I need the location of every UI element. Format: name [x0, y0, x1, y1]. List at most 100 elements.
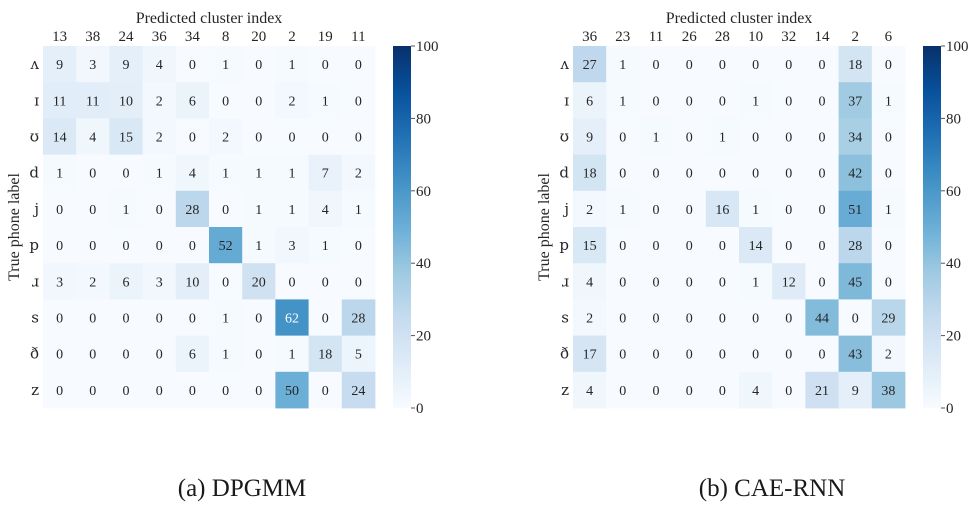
cae-rnn-cell-value: 0 — [686, 384, 693, 399]
dpgmm-x-tick-label: 8 — [222, 29, 230, 45]
dpgmm-cell-value: 1 — [222, 312, 229, 327]
cae-rnn-cell — [573, 227, 607, 264]
dpgmm-y-tick-label: ɹ — [31, 272, 39, 290]
cae-rnn-cell-value: 0 — [719, 384, 726, 399]
dpgmm-cell-value: 1 — [289, 203, 296, 218]
cae-rnn-cell-value: 16 — [715, 203, 729, 218]
cae-rnn-y-tick-label: z — [561, 381, 569, 399]
cae-rnn-cell — [871, 371, 906, 409]
dpgmm-cell — [43, 190, 77, 228]
cae-rnn-cell-value: 0 — [619, 312, 626, 327]
dpgmm-cell — [43, 82, 77, 119]
cae-rnn-cell — [639, 154, 673, 192]
dpgmm-cell-value: 0 — [56, 384, 63, 399]
dpgmm-y-tick-label: p — [29, 236, 39, 254]
cae-rnn-x-tick-label: 11 — [649, 29, 663, 45]
heatmap-panel-cae-rnn: 27 1 0 0 0 0 0 0 18 0 6 1 0 0 0 1 0 0 37 1 9 0 1 0 1 0 0 0 34 0 18 0 0 0 0… — [487, 0, 973, 509]
cae-rnn-cell-value: 0 — [819, 203, 826, 218]
cae-rnn-cell — [805, 46, 839, 83]
dpgmm-cell — [242, 190, 276, 228]
cae-rnn-y-tick-label: p — [559, 236, 569, 254]
cae-rnn-cell-value: 0 — [885, 131, 892, 146]
dpgmm-cell — [341, 335, 376, 373]
cae-rnn-cell-value: 2 — [586, 203, 593, 218]
dpgmm-cell — [175, 46, 210, 83]
cae-rnn-cell-value: 51 — [848, 203, 862, 218]
dpgmm-cell — [109, 335, 143, 373]
cae-rnn-cell-value: 0 — [653, 167, 660, 182]
dpgmm-cell — [109, 118, 143, 155]
cae-rnn-cell — [871, 263, 906, 300]
dpgmm-cell-value: 6 — [189, 94, 196, 109]
dpgmm-cell — [109, 154, 143, 192]
cae-rnn-cell — [838, 263, 873, 300]
dpgmm-x-tick-label: 24 — [119, 29, 135, 45]
cae-rnn-cell — [705, 46, 740, 83]
dpgmm-cell — [341, 299, 376, 336]
dpgmm-cell — [43, 335, 77, 373]
dpgmm-cell-value: 0 — [222, 203, 229, 218]
cae-rnn-cell — [573, 46, 607, 83]
dpgmm-colorbar-tick-label: 0 — [416, 401, 424, 417]
dpgmm-x-tick-label: 13 — [52, 29, 67, 45]
dpgmm-cell — [242, 371, 276, 409]
cae-rnn-cell-value: 0 — [785, 312, 792, 327]
dpgmm-y-axis-label: True phone label — [6, 173, 23, 281]
cae-rnn-cell — [573, 263, 607, 300]
dpgmm-y-tick-label: ʌ — [30, 55, 40, 73]
dpgmm-cell-value: 0 — [222, 275, 229, 290]
dpgmm-cell-value: 1 — [289, 167, 296, 182]
dpgmm-cell — [308, 263, 343, 300]
dpgmm-cell — [341, 82, 376, 119]
cae-rnn-cell-value: 34 — [848, 131, 862, 146]
dpgmm-cell-value: 6 — [189, 348, 196, 363]
caption-dpgmm: (a) DPGMM — [177, 475, 307, 502]
cae-rnn-cell-value: 0 — [819, 239, 826, 254]
dpgmm-cell-value: 0 — [156, 203, 163, 218]
cae-rnn-cell-value: 45 — [848, 275, 862, 290]
cae-rnn-cell-value: 0 — [686, 94, 693, 109]
cae-rnn-cell-value: 4 — [752, 384, 759, 399]
dpgmm-colorbar-tick-label: 100 — [416, 39, 439, 55]
dpgmm-cell — [76, 263, 110, 300]
cae-rnn-cell-value: 0 — [719, 312, 726, 327]
dpgmm-x-tick-label: 36 — [152, 29, 168, 45]
cae-rnn-cell — [772, 190, 806, 228]
dpgmm-cell-value: 24 — [351, 384, 365, 399]
cae-rnn-cell — [838, 227, 873, 264]
cae-rnn-cell — [639, 190, 673, 228]
cae-rnn-colorbar-tick-label: 100 — [946, 39, 969, 55]
dpgmm-colorbar-tick-label: 40 — [416, 256, 431, 272]
cae-rnn-cell — [772, 154, 806, 192]
cae-rnn-cell-value: 0 — [885, 239, 892, 254]
dpgmm-cell-value: 0 — [222, 384, 229, 399]
cae-rnn-colorbar-tick-label: 20 — [946, 329, 961, 345]
cae-rnn-cell-value: 0 — [686, 203, 693, 218]
cae-rnn-cell — [705, 263, 740, 300]
cae-rnn-cell — [705, 371, 740, 409]
cae-rnn-x-tick-label: 23 — [615, 29, 630, 45]
dpgmm-cell-value: 11 — [53, 94, 66, 109]
dpgmm-cell — [209, 299, 243, 336]
cae-rnn-cell-value: 0 — [686, 312, 693, 327]
dpgmm-cell — [341, 46, 376, 83]
cae-rnn-cell-value: 0 — [752, 167, 759, 182]
dpgmm-cell-value: 20 — [252, 275, 266, 290]
cae-rnn-cell-value: 6 — [586, 94, 593, 109]
cae-rnn-cell — [672, 299, 707, 336]
dpgmm-cell-value: 4 — [189, 167, 196, 182]
dpgmm-cell-value: 1 — [222, 348, 229, 363]
cae-rnn-x-tick-label: 36 — [582, 29, 598, 45]
dpgmm-cell — [275, 263, 309, 300]
dpgmm-cell-value: 4 — [322, 203, 329, 218]
cae-rnn-cell — [606, 46, 640, 83]
dpgmm-y-tick-label: ɪ — [34, 91, 39, 109]
cae-rnn-cell — [739, 335, 773, 373]
cae-rnn-cell-value: 0 — [619, 239, 626, 254]
cae-rnn-colorbar-tick-label: 60 — [946, 184, 961, 200]
dpgmm-cell — [76, 46, 110, 83]
cae-rnn-cell-value: 0 — [785, 167, 792, 182]
heatmap-dpgmm: 9 3 9 4 0 1 0 1 0 011 11 10 2 6 0 0 2 1 014 4 15 2 0 2 0 0 0 01 0 0 1 4… — [6, 10, 439, 417]
dpgmm-cell-value: 0 — [56, 348, 63, 363]
dpgmm-cell — [275, 190, 309, 228]
